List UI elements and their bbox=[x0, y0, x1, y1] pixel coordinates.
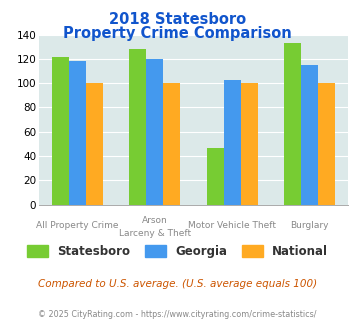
Text: All Property Crime: All Property Crime bbox=[37, 221, 119, 230]
Bar bbox=[146, 59, 163, 205]
Bar bbox=[224, 80, 241, 205]
Text: Motor Vehicle Theft: Motor Vehicle Theft bbox=[188, 221, 276, 230]
Text: © 2025 CityRating.com - https://www.cityrating.com/crime-statistics/: © 2025 CityRating.com - https://www.city… bbox=[38, 310, 317, 318]
Legend: Statesboro, Georgia, National: Statesboro, Georgia, National bbox=[27, 245, 328, 258]
Bar bbox=[69, 61, 86, 205]
Bar bbox=[163, 83, 180, 205]
Text: Burglary: Burglary bbox=[290, 221, 328, 230]
Bar bbox=[284, 43, 301, 205]
Text: 2018 Statesboro: 2018 Statesboro bbox=[109, 12, 246, 26]
Text: Larceny & Theft: Larceny & Theft bbox=[119, 229, 191, 238]
Bar bbox=[129, 49, 146, 205]
Text: Arson: Arson bbox=[142, 216, 168, 225]
Bar bbox=[86, 83, 103, 205]
Bar bbox=[301, 65, 318, 205]
Text: Property Crime Comparison: Property Crime Comparison bbox=[63, 26, 292, 41]
Bar bbox=[241, 83, 258, 205]
Bar bbox=[207, 148, 224, 205]
Bar bbox=[52, 56, 69, 205]
Bar bbox=[318, 83, 335, 205]
Text: Compared to U.S. average. (U.S. average equals 100): Compared to U.S. average. (U.S. average … bbox=[38, 279, 317, 289]
